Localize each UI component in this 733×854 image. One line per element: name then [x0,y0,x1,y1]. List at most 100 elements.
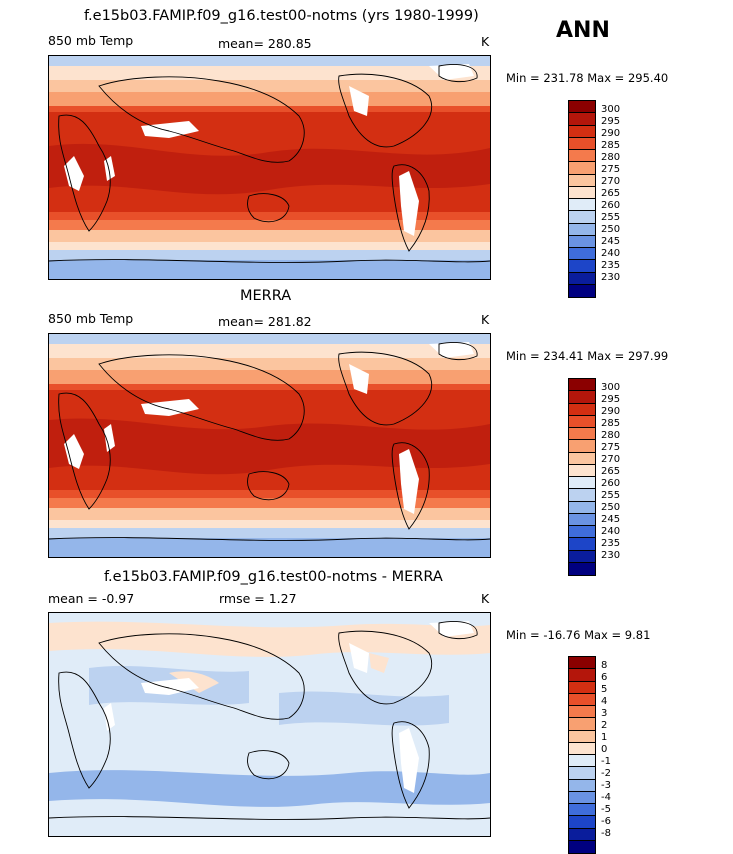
cb-tick: 300 [601,382,621,393]
cb-tick: 295 [601,394,621,405]
cb2-swatch [569,550,595,563]
cb-tick: -1 [601,756,611,767]
cb-tick: -3 [601,780,611,791]
cb-tick: 250 [601,224,621,235]
cb2-swatch [569,477,595,490]
cb-tick: 275 [601,442,621,453]
panel2-colorbar [568,378,596,576]
panel3-title: f.e15b03.FAMIP.f09_g16.test00-notms - ME… [104,569,443,585]
cb-tick: 6 [601,672,608,683]
cb3-swatch [569,840,595,853]
cb1-swatch [569,284,595,297]
cb-tick: 285 [601,418,621,429]
cb3-swatch [569,779,595,792]
cb-tick: 240 [601,248,621,259]
cb-tick: 260 [601,200,621,211]
cb3-swatch [569,816,595,829]
panel2-map-svg [49,334,490,557]
panel1-variable-label: 850 mb Temp [48,33,134,48]
panel2-map [48,333,491,558]
panel3-unit-label: K [481,591,490,606]
cb-tick: 275 [601,164,621,175]
cb-tick: -8 [601,828,611,839]
panel2-mean-label: mean= 281.82 [218,314,312,329]
cb2-swatch [569,391,595,404]
cb2-swatch [569,464,595,477]
cb-tick: -4 [601,792,611,803]
cb1-swatch [569,186,595,199]
cb3-swatch [569,791,595,804]
cb2-swatch [569,428,595,441]
panel2-variable-label: 850 mb Temp [48,311,134,326]
cb-tick: 0 [601,744,608,755]
cb1-swatch [569,162,595,175]
cb-tick: 290 [601,406,621,417]
cb-tick: -5 [601,804,611,815]
panel2-unit-label: K [481,312,490,327]
cb3-swatch [569,693,595,706]
panel1-colorbar-ticks: 300 295 290 285 280 275 270 265 260 255 … [601,104,620,284]
cb3-swatch [569,657,595,670]
panel2-title: MERRA [240,288,292,304]
cb3-swatch [569,828,595,841]
panel3-colorbar [568,656,596,854]
cb1-swatch [569,101,595,114]
cb3-swatch [569,742,595,755]
panel3-colorbar-ticks: 8 6 5 4 3 2 1 0 -1 -2 -3 -4 -5 -6 -8 [601,660,611,840]
panel1-mean-label: mean= 280.85 [218,36,312,51]
season-label: ANN [556,18,610,43]
cb-tick: 255 [601,212,621,223]
cb1-swatch [569,137,595,150]
cb3-swatch [569,804,595,817]
cb-tick: 1 [601,732,608,743]
cb-tick: 295 [601,116,621,127]
panel1-title: f.e15b03.FAMIP.f09_g16.test00-notms (yrs… [84,8,479,24]
cb1-swatch [569,235,595,248]
panel1-colorbar [568,100,596,298]
cb-tick: 280 [601,430,621,441]
panel3-map [48,612,491,837]
cb-tick: -6 [601,816,611,827]
panel3-minmax-label: Min = -16.76 Max = 9.81 [506,628,651,642]
cb-tick: 245 [601,236,621,247]
cb-tick: 260 [601,478,621,489]
cb-tick: 4 [601,696,608,707]
cb2-swatch [569,440,595,453]
cb-tick: 280 [601,152,621,163]
cb1-swatch [569,248,595,261]
cb-tick: 245 [601,514,621,525]
cb3-swatch [569,669,595,682]
cb-tick: 3 [601,708,608,719]
panel2-colorbar-ticks: 300 295 290 285 280 275 270 265 260 255 … [601,382,620,562]
panel1-minmax-label: Min = 231.78 Max = 295.40 [506,71,669,85]
cb-tick: 265 [601,466,621,477]
cb1-swatch [569,150,595,163]
panel3-map-svg [49,613,490,836]
cb2-swatch [569,452,595,465]
cb3-swatch [569,718,595,731]
cb1-swatch [569,223,595,236]
panel3-rmse-label: rmse = 1.27 [219,591,297,606]
cb-tick: 5 [601,684,608,695]
cb2-swatch [569,526,595,539]
cb-tick: 270 [601,454,621,465]
cb1-swatch [569,113,595,126]
cb-tick: 290 [601,128,621,139]
cb2-swatch [569,403,595,416]
cb2-swatch [569,379,595,392]
cb2-swatch [569,501,595,514]
cb1-swatch [569,211,595,224]
panel1-map-svg [49,56,490,279]
cb-tick: 265 [601,188,621,199]
cb1-swatch [569,125,595,138]
cb-tick: 250 [601,502,621,513]
cb2-swatch [569,415,595,428]
cb-tick: 230 [601,550,621,561]
cb2-swatch [569,562,595,575]
panel2-minmax-label: Min = 234.41 Max = 297.99 [506,349,669,363]
cb-tick: 230 [601,272,621,283]
cb-tick: 255 [601,490,621,501]
cb1-swatch [569,199,595,212]
panel3-mean-label: mean = -0.97 [48,591,135,606]
cb-tick: 285 [601,140,621,151]
